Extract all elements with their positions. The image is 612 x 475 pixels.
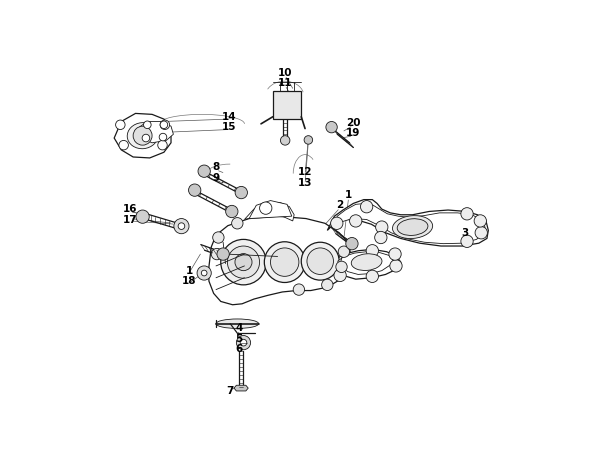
Text: 8: 8 bbox=[212, 162, 220, 172]
Polygon shape bbox=[209, 216, 351, 305]
Text: 20: 20 bbox=[346, 118, 360, 128]
Circle shape bbox=[144, 121, 151, 129]
Circle shape bbox=[330, 217, 343, 229]
Text: 15: 15 bbox=[222, 122, 236, 132]
Text: 2: 2 bbox=[337, 200, 344, 210]
Circle shape bbox=[264, 242, 305, 283]
Circle shape bbox=[228, 246, 259, 278]
Circle shape bbox=[304, 136, 313, 144]
Circle shape bbox=[116, 120, 125, 130]
Polygon shape bbox=[338, 252, 393, 275]
Circle shape bbox=[188, 184, 201, 196]
Circle shape bbox=[119, 141, 129, 150]
Text: 17: 17 bbox=[122, 215, 137, 225]
Text: 14: 14 bbox=[222, 112, 237, 122]
Circle shape bbox=[232, 218, 243, 229]
Circle shape bbox=[136, 210, 149, 223]
Circle shape bbox=[201, 270, 207, 276]
Circle shape bbox=[301, 242, 339, 280]
Circle shape bbox=[336, 261, 347, 273]
Circle shape bbox=[366, 270, 378, 283]
Circle shape bbox=[178, 223, 185, 229]
Polygon shape bbox=[327, 200, 488, 246]
Circle shape bbox=[338, 246, 349, 257]
Circle shape bbox=[240, 339, 247, 346]
Circle shape bbox=[474, 215, 487, 227]
Ellipse shape bbox=[397, 218, 428, 236]
Text: 11: 11 bbox=[277, 78, 292, 88]
Ellipse shape bbox=[392, 216, 433, 238]
Circle shape bbox=[307, 248, 334, 275]
Polygon shape bbox=[334, 203, 485, 244]
Circle shape bbox=[461, 208, 473, 220]
Circle shape bbox=[236, 335, 250, 350]
Ellipse shape bbox=[127, 123, 158, 149]
Text: 1: 1 bbox=[345, 190, 353, 200]
Circle shape bbox=[217, 248, 230, 260]
Circle shape bbox=[198, 165, 211, 177]
Circle shape bbox=[322, 279, 333, 291]
Circle shape bbox=[160, 121, 168, 129]
Text: 7: 7 bbox=[226, 387, 234, 397]
Circle shape bbox=[133, 126, 152, 145]
Circle shape bbox=[211, 248, 223, 260]
Circle shape bbox=[174, 218, 189, 234]
Polygon shape bbox=[273, 91, 301, 119]
Circle shape bbox=[475, 227, 487, 239]
Text: 10: 10 bbox=[277, 67, 292, 78]
Circle shape bbox=[366, 245, 378, 257]
Circle shape bbox=[326, 122, 337, 133]
Text: 9: 9 bbox=[212, 173, 220, 183]
Circle shape bbox=[159, 133, 166, 141]
Polygon shape bbox=[334, 249, 401, 279]
Polygon shape bbox=[140, 122, 173, 143]
Text: 16: 16 bbox=[122, 204, 137, 214]
Polygon shape bbox=[249, 200, 292, 218]
Circle shape bbox=[376, 221, 388, 233]
Circle shape bbox=[221, 239, 266, 285]
Polygon shape bbox=[234, 385, 248, 391]
Circle shape bbox=[360, 200, 373, 213]
Circle shape bbox=[346, 238, 358, 250]
Circle shape bbox=[390, 260, 402, 272]
Text: 12: 12 bbox=[298, 167, 312, 177]
Circle shape bbox=[235, 254, 252, 271]
Circle shape bbox=[213, 232, 224, 243]
Circle shape bbox=[293, 284, 305, 295]
Ellipse shape bbox=[216, 319, 259, 328]
Circle shape bbox=[375, 231, 387, 244]
Ellipse shape bbox=[351, 254, 382, 270]
Circle shape bbox=[280, 136, 290, 145]
Text: 5: 5 bbox=[235, 334, 242, 344]
Polygon shape bbox=[114, 114, 171, 158]
Circle shape bbox=[235, 186, 247, 199]
Circle shape bbox=[259, 202, 272, 214]
Text: 1: 1 bbox=[185, 266, 193, 276]
Circle shape bbox=[334, 269, 346, 282]
Circle shape bbox=[349, 215, 362, 227]
Circle shape bbox=[158, 141, 167, 150]
Text: 4: 4 bbox=[235, 323, 242, 333]
Circle shape bbox=[461, 235, 473, 247]
Text: 6: 6 bbox=[235, 344, 242, 354]
Polygon shape bbox=[244, 202, 294, 221]
Circle shape bbox=[197, 266, 211, 280]
Text: 13: 13 bbox=[298, 178, 312, 188]
Text: 18: 18 bbox=[182, 276, 196, 286]
Circle shape bbox=[160, 120, 170, 130]
Circle shape bbox=[226, 205, 238, 218]
Text: 3: 3 bbox=[461, 228, 468, 238]
Circle shape bbox=[389, 248, 401, 260]
Circle shape bbox=[271, 248, 299, 276]
Circle shape bbox=[142, 134, 150, 142]
Text: 19: 19 bbox=[346, 128, 360, 138]
